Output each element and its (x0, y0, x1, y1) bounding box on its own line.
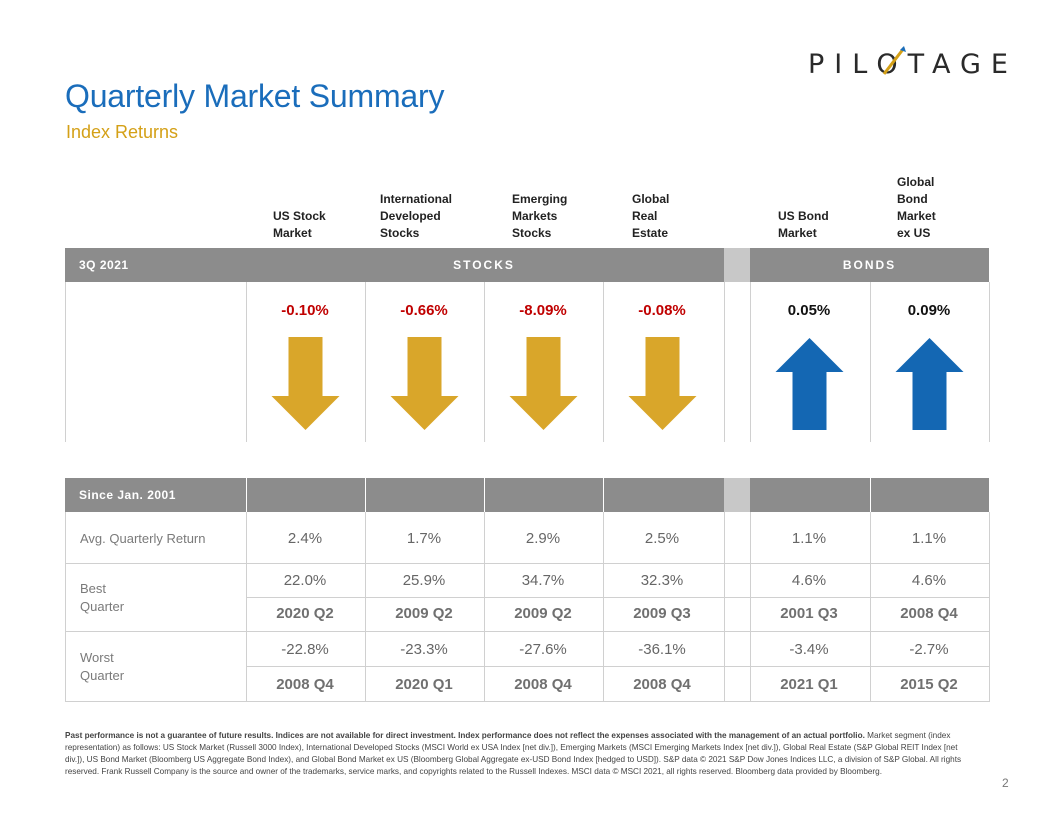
table-grid-vline (603, 512, 604, 702)
best-quarter-4: 2001 Q3 (780, 605, 838, 622)
table-grid-vline (246, 512, 247, 702)
avg-return-3: 2.5% (644, 530, 680, 547)
best-quarter-label: Best Quarter (80, 581, 125, 614)
table-hline (246, 597, 989, 598)
quarter-return-0: -0.10% (281, 302, 329, 319)
page-subtitle: Index Returns (66, 122, 179, 142)
column-header-4: US Bond Market (778, 209, 829, 240)
worst-return-5: -2.7% (909, 641, 949, 658)
quarter-return-3: -0.08% (638, 302, 686, 319)
band-divider (870, 478, 871, 512)
band-gap (724, 248, 750, 282)
worst-return-4: -3.4% (789, 641, 829, 658)
table-grid-vline (870, 512, 871, 702)
avg-return-label: Avg. Quarterly Return (80, 531, 206, 546)
worst-quarter-4: 2021 Q1 (780, 676, 838, 693)
table-grid-vline (65, 512, 66, 702)
table-hline (65, 631, 989, 632)
down-arrow-icon-3 (628, 337, 697, 430)
best-return-0: 22.0% (283, 572, 327, 589)
quarter-return-1: -0.66% (400, 302, 448, 319)
up-arrow-icon-5 (895, 338, 964, 430)
best-quarter-1: 2009 Q2 (395, 605, 453, 622)
best-return-5: 4.6% (911, 572, 947, 589)
avg-return-4: 1.1% (791, 530, 827, 547)
quarter-return-5: 0.09% (907, 302, 951, 319)
best-quarter-5: 2008 Q4 (900, 605, 958, 622)
worst-quarter-label: Worst Quarter (80, 650, 125, 683)
best-quarter-3: 2009 Q3 (633, 605, 691, 622)
best-return-1: 25.9% (402, 572, 446, 589)
avg-return-0: 2.4% (287, 530, 323, 547)
table-grid-vline (365, 512, 366, 702)
worst-return-2: -27.6% (519, 641, 567, 658)
arrow-grid-vline (65, 282, 66, 442)
worst-return-1: -23.3% (400, 641, 448, 658)
stocks-label: STOCKS (453, 258, 515, 272)
page-title: Quarterly Market Summary (65, 78, 445, 114)
best-return-2: 34.7% (521, 572, 565, 589)
table-grid-vline (724, 512, 725, 702)
down-arrow-icon-2 (509, 337, 578, 430)
avg-return-5: 1.1% (911, 530, 947, 547)
table-hline (65, 563, 989, 564)
worst-quarter-2: 2008 Q4 (514, 676, 572, 693)
pilotage-logo: PILOTAGE (808, 44, 1018, 84)
table-hline (65, 701, 989, 702)
arrow-grid-vline (989, 282, 990, 442)
best-return-4: 4.6% (791, 572, 827, 589)
best-return-3: 32.3% (640, 572, 684, 589)
arrow-grid-vline (484, 282, 485, 442)
column-header-0: US Stock Market (273, 209, 326, 240)
quarter-return-2: -8.09% (519, 302, 567, 319)
worst-return-0: -22.8% (281, 641, 329, 658)
best-quarter-2: 2009 Q2 (514, 605, 572, 622)
worst-return-3: -36.1% (638, 641, 686, 658)
since-label: Since Jan. 2001 (79, 488, 176, 502)
arrow-grid-vline (603, 282, 604, 442)
arrow-grid-vline (246, 282, 247, 442)
worst-quarter-1: 2020 Q1 (395, 676, 453, 693)
table-grid-vline (989, 512, 990, 702)
worst-quarter-0: 2008 Q4 (276, 676, 334, 693)
quarter-band: 3Q 2021 STOCKS BONDS (65, 248, 989, 282)
column-header-3: Global Real Estate (632, 192, 670, 240)
table-grid-vline (484, 512, 485, 702)
logo-text: PILOTAGE (808, 48, 1018, 80)
table-grid-vline (750, 512, 751, 702)
table-hline (246, 666, 989, 667)
arrow-grid-vline (365, 282, 366, 442)
avg-return-1: 1.7% (406, 530, 442, 547)
footnote: Past performance is not a guarantee of f… (65, 730, 970, 778)
up-arrow-icon-4 (775, 338, 844, 430)
band-divider (246, 478, 247, 512)
down-arrow-icon-1 (390, 337, 459, 430)
band-divider (365, 478, 366, 512)
worst-quarter-3: 2008 Q4 (633, 676, 691, 693)
avg-return-2: 2.9% (525, 530, 561, 547)
footnote-rest: Market segment (index representation) as… (65, 731, 962, 776)
column-header-5: Global Bond Market ex US (897, 175, 936, 240)
quarter-return-4: 0.05% (787, 302, 831, 319)
logo-compass-icon (882, 46, 906, 75)
worst-quarter-5: 2015 Q2 (900, 676, 958, 693)
page-number: 2 (1002, 776, 1009, 790)
footnote-bold: Past performance is not a guarantee of f… (65, 731, 865, 740)
band-divider (484, 478, 485, 512)
column-header-1: International Developed Stocks (380, 192, 453, 240)
arrow-grid-vline (750, 282, 751, 442)
arrow-grid-vline (724, 282, 725, 442)
bonds-label: BONDS (842, 258, 897, 272)
quarter-label: 3Q 2021 (79, 258, 129, 272)
best-quarter-0: 2020 Q2 (276, 605, 334, 622)
down-arrow-icon-0 (271, 337, 340, 430)
since-band-gap (724, 478, 750, 512)
arrow-grid-vline (870, 282, 871, 442)
since-band: Since Jan. 2001 (65, 478, 989, 512)
band-divider (603, 478, 604, 512)
column-header-2: Emerging Markets Stocks (512, 192, 568, 240)
